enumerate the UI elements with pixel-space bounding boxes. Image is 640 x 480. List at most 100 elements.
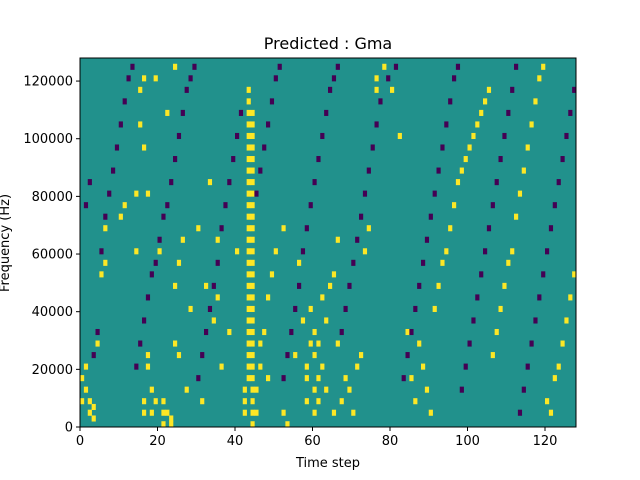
heatmap-cell-high xyxy=(176,259,182,266)
heatmap-cell-low xyxy=(91,352,96,359)
x-axis-label: Time step xyxy=(295,456,360,471)
heatmap-cell-low xyxy=(176,132,182,140)
heatmap-cell-high xyxy=(138,121,143,128)
heatmap-cell-low xyxy=(266,121,271,128)
heatmap-cell-high xyxy=(366,225,371,232)
heatmap-cell-low xyxy=(180,109,185,116)
heatmap-cell-low xyxy=(378,98,383,105)
heatmap-cell-high xyxy=(409,375,414,382)
heatmap-cell-high xyxy=(455,179,461,186)
heatmap-cell-low xyxy=(192,63,197,70)
heatmap-cell-low xyxy=(533,317,538,324)
heatmap-cell-high xyxy=(134,190,139,197)
heatmap-cell-high xyxy=(331,409,337,416)
heatmap-background xyxy=(80,58,576,427)
heatmap-cell-low xyxy=(293,305,298,312)
heatmap-cell-high xyxy=(459,167,464,174)
heatmap-cell-low xyxy=(366,167,371,174)
heatmap-cell-high xyxy=(142,398,147,405)
heatmap-cell-low xyxy=(479,271,484,278)
heatmap-cell-high xyxy=(312,409,317,416)
heatmap-cell-high xyxy=(483,98,488,105)
heatmap-cell-high xyxy=(300,317,306,324)
heatmap-cell-low xyxy=(560,156,565,163)
heatmap-cell-high xyxy=(204,282,209,289)
heatmap-cell-high xyxy=(258,363,263,370)
heatmap-cell-high xyxy=(250,317,255,324)
heatmap-cell-low xyxy=(269,98,275,105)
heatmap-cell-low xyxy=(432,190,437,197)
heatmap-cell-low xyxy=(347,282,352,289)
heatmap-cell-high xyxy=(142,144,147,151)
heatmap-cell-high xyxy=(246,352,251,359)
heatmap-cell-low xyxy=(223,202,228,209)
heatmap-cell-high xyxy=(235,248,240,255)
heatmap-cell-low xyxy=(331,75,337,82)
heatmap-cell-high xyxy=(246,202,251,209)
heatmap-cell-low xyxy=(521,386,526,393)
heatmap-cell-high xyxy=(556,363,561,370)
heatmap-cell-high xyxy=(548,409,554,416)
heatmap-cell-high xyxy=(145,352,151,359)
heatmap-cell-high xyxy=(242,386,247,393)
heatmap-cell-high xyxy=(246,340,251,347)
heatmap-cell-high xyxy=(266,294,271,301)
heatmap-cell-high xyxy=(246,167,251,174)
heatmap-cell-low xyxy=(200,352,205,359)
heatmap-cell-low xyxy=(95,328,100,336)
heatmap-cell-low xyxy=(138,340,143,347)
heatmap-cell-low xyxy=(514,63,519,70)
heatmap-cell-low xyxy=(207,305,213,312)
heatmap-cell-high xyxy=(250,156,255,163)
heatmap-cell-high xyxy=(83,386,89,393)
heatmap-cell-low xyxy=(421,259,426,266)
heatmap-cell-low xyxy=(351,259,356,266)
heatmap-cell-high xyxy=(432,305,437,312)
heatmap-cell-high xyxy=(246,144,251,151)
heatmap-cell-high xyxy=(215,236,220,243)
heatmap-cell-high xyxy=(246,156,251,163)
heatmap-cell-high xyxy=(568,294,573,301)
heatmap-cell-high xyxy=(572,271,577,278)
heatmap-cell-low xyxy=(537,294,542,301)
heatmap-cell-high xyxy=(382,63,387,70)
heatmap-cell-low xyxy=(471,317,476,324)
heatmap-cell-low xyxy=(409,328,414,336)
heatmap-cell-high xyxy=(281,225,286,232)
heatmap-cell-low xyxy=(149,271,154,278)
heatmap-cell-high xyxy=(490,352,495,359)
heatmap-cell-high xyxy=(180,236,185,243)
heatmap-cell-low xyxy=(467,340,472,347)
heatmap-cell-high xyxy=(250,225,255,232)
heatmap-cell-low xyxy=(525,363,530,370)
heatmap-cell-low xyxy=(494,179,499,186)
heatmap-cell-high xyxy=(103,259,108,266)
heatmap-cell-high xyxy=(165,109,170,116)
heatmap-cell-low xyxy=(374,121,379,128)
heatmap-cell-low xyxy=(281,375,286,382)
heatmap-cell-low xyxy=(161,213,166,220)
heatmap-cell-low xyxy=(227,179,232,186)
heatmap-cell-low xyxy=(401,375,406,382)
heatmap-cell-high xyxy=(304,398,309,405)
heatmap-cell-high xyxy=(351,409,356,416)
heatmap-cell-high xyxy=(246,225,251,232)
heatmap-cell-high xyxy=(316,398,321,405)
heatmap-cell-low xyxy=(483,248,488,255)
heatmap-cell-high xyxy=(308,340,313,347)
heatmap-cell-low xyxy=(188,75,193,82)
heatmap-cell-high xyxy=(552,375,557,382)
heatmap-cell-low xyxy=(486,225,492,232)
heatmap-cell-high xyxy=(343,375,348,382)
heatmap-cell-high xyxy=(242,398,247,405)
heatmap-cell-high xyxy=(293,352,298,359)
heatmap-cell-high xyxy=(134,248,139,255)
heatmap-cell-low xyxy=(328,86,333,93)
heatmap-cell-high xyxy=(250,167,255,174)
heatmap-cell-high xyxy=(413,398,418,405)
heatmap-cell-high xyxy=(169,415,174,422)
heatmap-cell-high xyxy=(506,259,511,266)
heatmap-cell-high xyxy=(254,386,259,393)
heatmap-cell-high xyxy=(250,121,255,128)
x-axis: 0 20 40 60 80 100 120 xyxy=(76,427,557,449)
